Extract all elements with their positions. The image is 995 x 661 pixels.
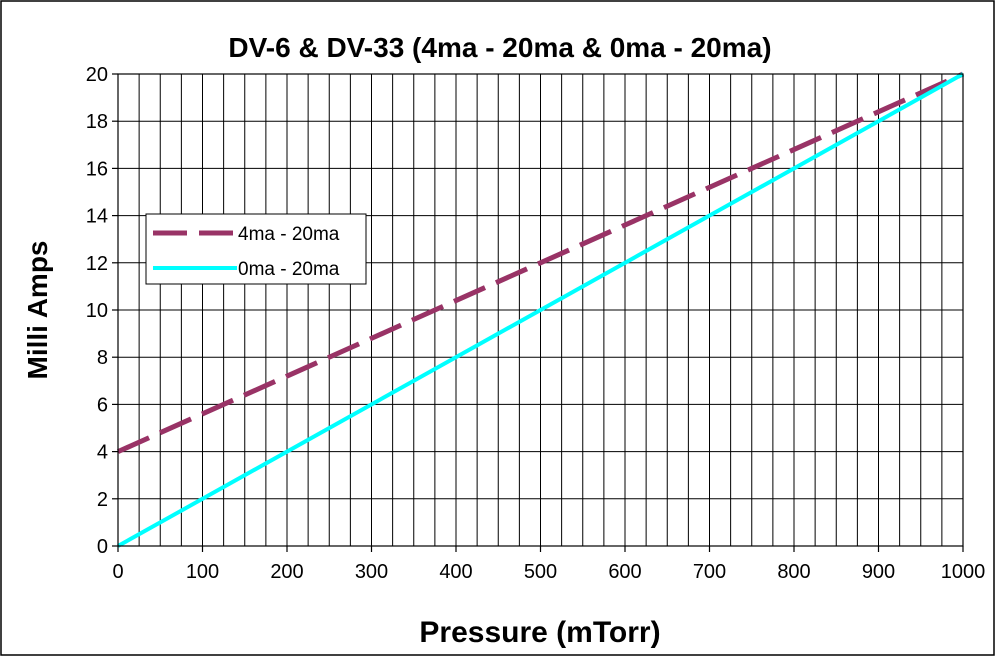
legend-label-4ma-20ma: 4ma - 20ma — [238, 224, 340, 245]
y-tick-label: 0 — [97, 536, 108, 558]
x-tick-label: 0 — [112, 561, 123, 583]
series-line-0ma-20ma — [117, 72, 964, 548]
y-tick-label: 20 — [86, 64, 108, 86]
legend-label-0ma-20ma: 0ma - 20ma — [238, 259, 340, 280]
x-tick-label: 200 — [270, 561, 303, 583]
y-tick-label: 12 — [86, 253, 108, 275]
x-tick-label: 100 — [186, 561, 219, 583]
y-tick-label: 10 — [86, 300, 108, 322]
y-tick-label: 2 — [97, 489, 108, 511]
y-tick-label: 14 — [86, 206, 108, 228]
x-tick-label: 800 — [777, 561, 810, 583]
legend-box — [145, 213, 367, 285]
y-tick-label: 8 — [97, 347, 108, 369]
grid — [118, 74, 963, 546]
x-axis-label: Pressure (mTorr) — [419, 616, 660, 649]
x-tick-label: 600 — [608, 561, 641, 583]
y-tick-label: 4 — [97, 442, 108, 464]
x-tick-label: 900 — [862, 561, 895, 583]
series-line-4ma-20ma — [116, 71, 965, 454]
legend: 4ma - 20ma 0ma - 20ma — [145, 213, 367, 285]
series-layer — [116, 71, 965, 548]
x-tick-label: 1000 — [941, 561, 986, 583]
y-tick-label: 18 — [86, 111, 108, 133]
y-tick-label: 6 — [97, 394, 108, 416]
y-axis-label: Milli Amps — [22, 241, 53, 380]
chart-title: DV-6 & DV-33 (4ma - 20ma & 0ma - 20ma) — [228, 32, 771, 63]
x-tick-label: 700 — [693, 561, 726, 583]
x-tick-label: 300 — [355, 561, 388, 583]
x-tick-label: 500 — [524, 561, 557, 583]
x-tick-label: 400 — [439, 561, 472, 583]
y-tick-label: 16 — [86, 158, 108, 180]
